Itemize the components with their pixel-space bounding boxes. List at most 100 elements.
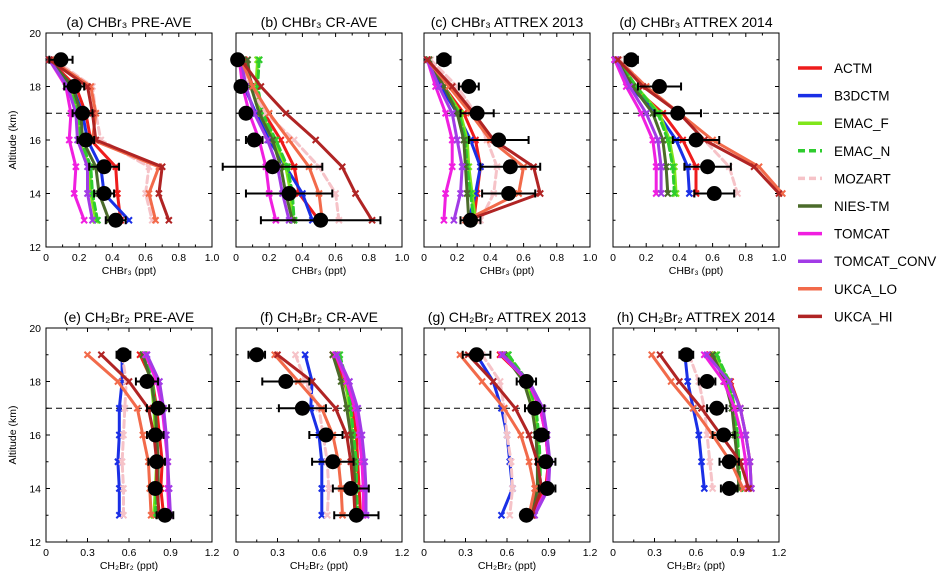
series-point-nies-tm	[243, 56, 252, 64]
series-point-b3dctm	[697, 458, 706, 466]
x-axis-label: CH₂Br₂ (ppt)	[667, 560, 725, 572]
series-point-ukca-hi	[448, 82, 456, 91]
series-point-ukca-lo	[667, 377, 675, 386]
series-point-ukca-lo	[139, 431, 147, 439]
x-axis-label: CH₂Br₂ (ppt)	[478, 560, 536, 572]
series-point-ukca-hi	[257, 82, 265, 91]
obs-point	[539, 481, 555, 496]
series-ukca-lo	[456, 351, 539, 519]
series-point-tomcat-conv	[83, 189, 92, 198]
series-point-mozart	[119, 431, 128, 439]
series-line-nies-tm	[711, 353, 741, 490]
series-point-ukca-hi	[155, 189, 163, 198]
x-tick-label: 1.2	[395, 547, 410, 559]
series-point-ukca-hi	[83, 82, 92, 91]
obs-point	[147, 427, 163, 443]
series-point-ukca-hi	[489, 377, 497, 386]
series-point-ukca-hi	[331, 404, 340, 412]
series-point-mozart	[119, 511, 128, 519]
series-point-ukca-lo	[525, 458, 533, 466]
series-mozart	[118, 351, 130, 519]
obs-point	[716, 427, 732, 443]
series-point-tomcat-conv	[453, 136, 461, 144]
series-line-tomcat	[613, 58, 658, 195]
series-point-mozart	[508, 484, 517, 493]
legend-label: EMAC_F	[834, 116, 889, 131]
series-point-tomcat	[70, 189, 78, 198]
series-point-tomcat-conv	[736, 404, 744, 412]
obs-point	[96, 159, 112, 175]
panel-5: 0 0.3 0.6 0.9 1.2 12 14 16 18 20 (e) CH₂Br₂ PRE-AV…	[7, 309, 219, 572]
x-axis-label: CHBr₃ (ppt)	[480, 265, 534, 277]
x-tick-label: 1.0	[583, 252, 598, 264]
series-point-ukca-hi	[125, 377, 133, 386]
legend-label: MOZART	[834, 171, 891, 186]
series-point-ukca-hi	[675, 377, 684, 386]
x-tick-label: 1.0	[205, 252, 220, 264]
obs-point	[115, 347, 131, 363]
series-point-ukca-hi	[97, 351, 106, 359]
observations	[623, 52, 736, 201]
series-point-tomcat	[80, 216, 88, 224]
series-line-tomcat	[702, 353, 749, 490]
series-point-ukca-lo	[151, 216, 160, 224]
series-point-tomcat-conv	[654, 136, 662, 144]
x-axis-label: CH₂Br₂ (ppt)	[100, 560, 158, 572]
series-mozart	[685, 351, 717, 493]
obs-point	[230, 52, 246, 68]
x-axis-label: CHBr₃ (ppt)	[669, 265, 723, 277]
y-tick-label: 16	[29, 430, 41, 442]
series-point-tomcat-conv	[499, 351, 507, 359]
series-point-tomcat	[448, 163, 456, 171]
y-tick-label: 12	[29, 537, 41, 549]
x-tick-label: 0.2	[450, 252, 465, 264]
series-point-ukca-hi	[536, 189, 544, 198]
series-point-mozart	[119, 484, 128, 493]
x-tick-label: 0	[421, 547, 427, 559]
x-tick-label: 1.0	[395, 252, 410, 264]
legend-label: ACTM	[834, 61, 872, 76]
series-point-tomcat-conv	[450, 216, 458, 224]
x-tick-label: 0.3	[270, 547, 285, 559]
x-tick-label: 0.6	[138, 252, 153, 264]
series-point-tomcat	[441, 109, 450, 117]
obs-point	[709, 400, 725, 416]
legend-item-nies-tm: NIES-TM	[798, 199, 890, 214]
series-point-ukca-lo	[689, 404, 697, 412]
series-point-mozart	[706, 458, 714, 466]
obs-point	[150, 400, 166, 416]
series-point-tomcat-conv	[345, 377, 354, 386]
series-point-b3dctm	[318, 484, 326, 493]
series-point-tomcat-conv	[657, 189, 665, 198]
series-point-tomcat-conv	[358, 431, 366, 439]
legend-item-emac-n: EMAC_N	[798, 144, 890, 159]
series-point-tomcat-conv	[435, 82, 443, 91]
series-point-ukca-lo	[530, 484, 539, 493]
x-tick-label: 0.9	[541, 547, 556, 559]
series-tomcat-conv	[612, 56, 665, 198]
obs-point	[238, 105, 254, 121]
x-tick-label: 0	[233, 547, 239, 559]
observations	[436, 52, 542, 228]
x-tick-label: 1.2	[583, 547, 598, 559]
series-point-ukca-hi	[614, 56, 622, 64]
series-point-ukca-lo	[500, 404, 508, 412]
y-tick-label: 18	[29, 377, 41, 389]
x-tick-label: 0.4	[672, 252, 687, 264]
legend-label: UKCA_HI	[834, 309, 893, 324]
series-point-ukca-hi	[351, 189, 360, 198]
x-tick-label: 0.2	[72, 252, 87, 264]
series-point-tomcat-conv	[456, 189, 465, 198]
obs-point	[518, 507, 534, 523]
legend-item-tomcat: TOMCAT	[798, 227, 890, 242]
series-tomcat-conv	[703, 351, 756, 493]
legend-label: TOMCAT_CONV	[834, 254, 936, 269]
obs-point	[281, 186, 297, 201]
series-point-tomcat-conv	[165, 484, 173, 493]
plot-frame	[235, 32, 403, 248]
x-tick-label: 1.2	[772, 547, 787, 559]
series-point-b3dctm	[115, 404, 124, 412]
obs-point	[700, 159, 716, 175]
series-point-tomcat-conv	[703, 351, 711, 359]
x-tick-label: 0.9	[353, 547, 368, 559]
